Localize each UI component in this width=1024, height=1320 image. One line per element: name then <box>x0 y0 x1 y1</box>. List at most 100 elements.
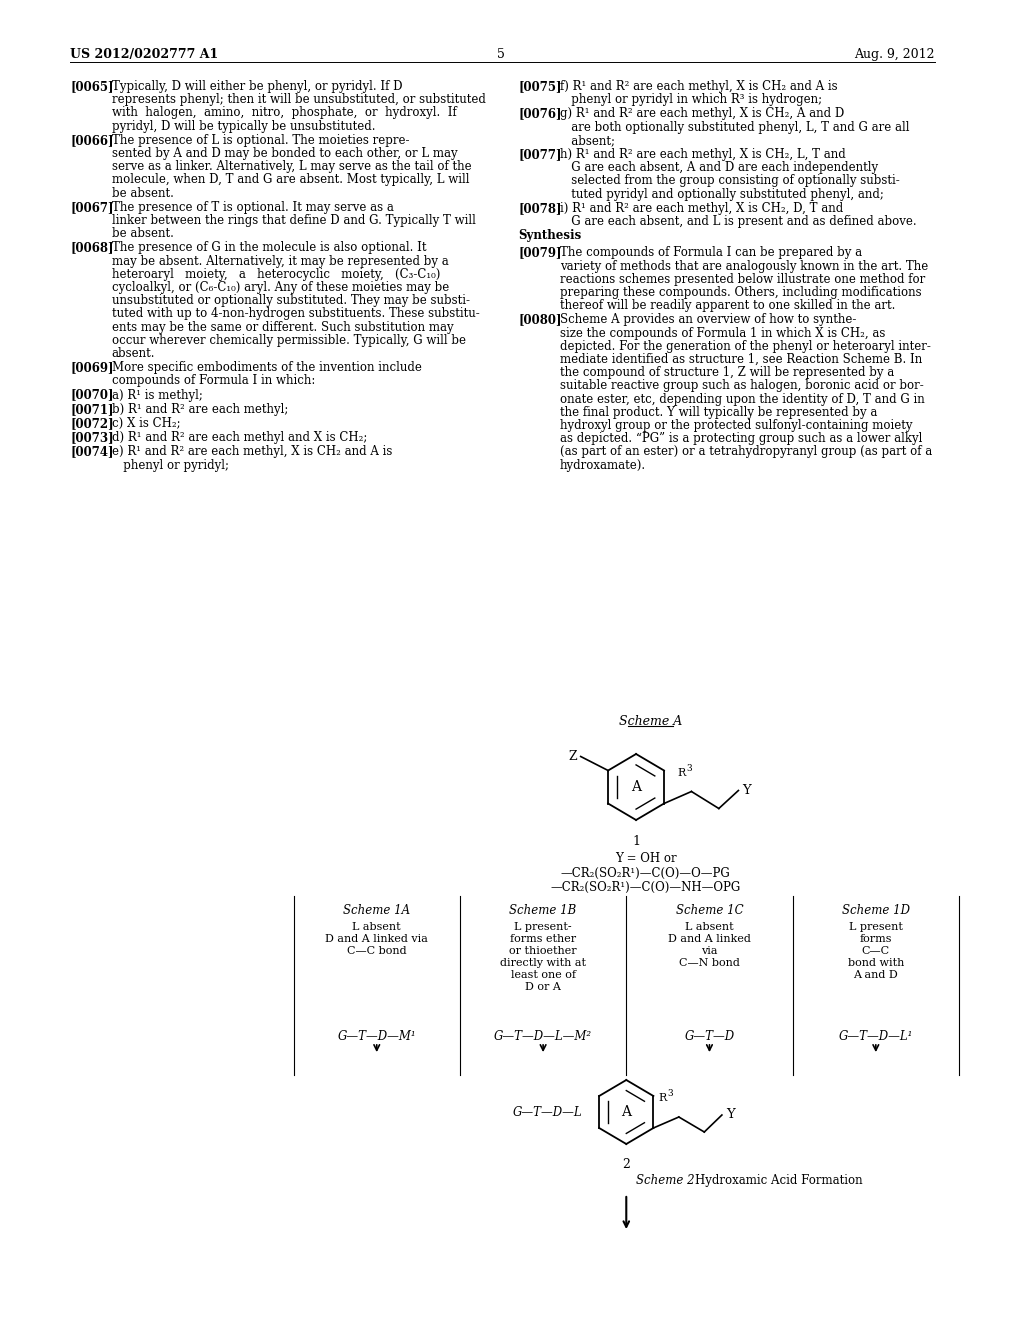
Text: be absent.: be absent. <box>112 227 173 240</box>
Text: bond with: bond with <box>848 958 904 968</box>
Text: A: A <box>631 780 641 795</box>
Text: [0069]: [0069] <box>71 362 114 374</box>
Text: G are each absent, A and D are each independently: G are each absent, A and D are each inde… <box>560 161 878 174</box>
Text: molecule, when D, T and G are absent. Most typically, L will: molecule, when D, T and G are absent. Mo… <box>112 173 469 186</box>
Text: a) R¹ is methyl;: a) R¹ is methyl; <box>112 388 203 401</box>
Text: R: R <box>678 767 686 777</box>
Text: tuted pyridyl and optionally substituted phenyl, and;: tuted pyridyl and optionally substituted… <box>560 187 884 201</box>
Text: forms ether: forms ether <box>510 935 577 944</box>
Text: [0078]: [0078] <box>518 202 562 215</box>
Text: L absent: L absent <box>685 921 734 932</box>
Text: b) R¹ and R² are each methyl;: b) R¹ and R² are each methyl; <box>112 403 288 416</box>
Text: or thioether: or thioether <box>509 946 577 956</box>
Text: [0068]: [0068] <box>71 242 114 255</box>
Text: More specific embodiments of the invention include: More specific embodiments of the inventi… <box>112 362 422 374</box>
Text: [0074]: [0074] <box>71 445 114 458</box>
Text: onate ester, etc, depending upon the identity of D, T and G in: onate ester, etc, depending upon the ide… <box>560 392 925 405</box>
Text: absent;: absent; <box>560 133 614 147</box>
Text: The presence of L is optional. The moieties repre-: The presence of L is optional. The moiet… <box>112 133 409 147</box>
Text: via: via <box>701 946 718 956</box>
Text: [0076]: [0076] <box>518 107 562 120</box>
Text: directly with at: directly with at <box>500 958 586 968</box>
Text: D or A: D or A <box>525 982 561 993</box>
Text: compounds of Formula I in which:: compounds of Formula I in which: <box>112 375 315 387</box>
Text: may be absent. Alternatively, it may be represented by a: may be absent. Alternatively, it may be … <box>112 255 449 268</box>
Text: Scheme 1D: Scheme 1D <box>842 904 909 917</box>
Text: h) R¹ and R² are each methyl, X is CH₂, L, T and: h) R¹ and R² are each methyl, X is CH₂, … <box>560 148 846 161</box>
Text: i) R¹ and R² are each methyl, X is CH₂, D, T and: i) R¹ and R² are each methyl, X is CH₂, … <box>560 202 843 215</box>
Text: [0073]: [0073] <box>71 432 114 445</box>
Text: The presence of G in the molecule is also optional. It: The presence of G in the molecule is als… <box>112 242 426 255</box>
Text: R: R <box>658 1093 667 1104</box>
Text: c) X is CH₂;: c) X is CH₂; <box>112 417 180 430</box>
Text: L absent: L absent <box>352 921 401 932</box>
Text: phenyl or pyridyl in which R³ is hydrogen;: phenyl or pyridyl in which R³ is hydroge… <box>560 94 822 106</box>
Text: g) R¹ and R² are each methyl, X is CH₂, A and D: g) R¹ and R² are each methyl, X is CH₂, … <box>560 107 844 120</box>
Text: Aug. 9, 2012: Aug. 9, 2012 <box>854 48 935 61</box>
Text: [0072]: [0072] <box>71 417 114 430</box>
Text: 3: 3 <box>667 1089 673 1097</box>
Text: 2: 2 <box>623 1158 630 1171</box>
Text: [0079]: [0079] <box>518 247 562 260</box>
Text: [0070]: [0070] <box>71 388 114 401</box>
Text: forms: forms <box>859 935 892 944</box>
Text: serve as a linker. Alternatively, L may serve as the tail of the: serve as a linker. Alternatively, L may … <box>112 160 471 173</box>
Text: —CR₂(SO₂R¹)—C(O)—O—PG: —CR₂(SO₂R¹)—C(O)—O—PG <box>561 867 731 880</box>
Text: Hydroxamic Acid Formation: Hydroxamic Acid Formation <box>694 1173 862 1187</box>
Text: G—T—D—L—M²: G—T—D—L—M² <box>494 1030 592 1043</box>
Text: Scheme 1B: Scheme 1B <box>510 904 577 917</box>
Text: absent.: absent. <box>112 347 155 360</box>
Text: Scheme 1C: Scheme 1C <box>676 904 743 917</box>
Text: the compound of structure 1, Z will be represented by a: the compound of structure 1, Z will be r… <box>560 366 894 379</box>
Text: Y: Y <box>726 1109 734 1122</box>
Text: with  halogen,  amino,  nitro,  phosphate,  or  hydroxyl.  If: with halogen, amino, nitro, phosphate, o… <box>112 107 457 119</box>
Text: 3: 3 <box>686 764 692 774</box>
Text: Synthesis: Synthesis <box>518 230 582 242</box>
Text: the final product. Y will typically be represented by a: the final product. Y will typically be r… <box>560 405 878 418</box>
Text: selected from the group consisting of optionally substi-: selected from the group consisting of op… <box>560 174 899 187</box>
Text: Scheme A: Scheme A <box>620 715 682 729</box>
Text: [0066]: [0066] <box>71 133 114 147</box>
Text: phenyl or pyridyl;: phenyl or pyridyl; <box>112 458 228 471</box>
Text: hydroxamate).: hydroxamate). <box>560 458 646 471</box>
Text: [0075]: [0075] <box>518 81 562 92</box>
Text: Scheme A provides an overview of how to synthe-: Scheme A provides an overview of how to … <box>560 313 856 326</box>
Text: G—T—D—L: G—T—D—L <box>513 1106 583 1118</box>
Text: Typically, D will either be phenyl, or pyridyl. If D: Typically, D will either be phenyl, or p… <box>112 81 402 92</box>
Text: C—N bond: C—N bond <box>679 958 740 968</box>
Text: thereof will be readily apparent to one skilled in the art.: thereof will be readily apparent to one … <box>560 300 895 313</box>
Text: G—T—D—L¹: G—T—D—L¹ <box>839 1030 913 1043</box>
Text: sented by A and D may be bonded to each other, or L may: sented by A and D may be bonded to each … <box>112 147 457 160</box>
Text: L present: L present <box>849 921 903 932</box>
Text: 5: 5 <box>497 48 505 61</box>
Text: size the compounds of Formula 1 in which X is CH₂, as: size the compounds of Formula 1 in which… <box>560 326 885 339</box>
Text: D and A linked via: D and A linked via <box>326 935 428 944</box>
Text: Y: Y <box>742 784 751 797</box>
Text: [0077]: [0077] <box>518 148 562 161</box>
Text: e) R¹ and R² are each methyl, X is CH₂ and A is: e) R¹ and R² are each methyl, X is CH₂ a… <box>112 445 392 458</box>
Text: 1: 1 <box>632 836 640 847</box>
Text: suitable reactive group such as halogen, boronic acid or bor-: suitable reactive group such as halogen,… <box>560 379 924 392</box>
Text: Y = OH or: Y = OH or <box>615 851 677 865</box>
Text: occur wherever chemically permissible. Typically, G will be: occur wherever chemically permissible. T… <box>112 334 466 347</box>
Text: C—C: C—C <box>862 946 890 956</box>
Text: [0065]: [0065] <box>71 81 114 92</box>
Text: as depicted. “PG” is a protecting group such as a lower alkyl: as depicted. “PG” is a protecting group … <box>560 432 923 445</box>
Text: G are each absent, and L is present and as defined above.: G are each absent, and L is present and … <box>560 215 916 228</box>
Text: —CR₂(SO₂R¹)—C(O)—NH—OPG: —CR₂(SO₂R¹)—C(O)—NH—OPG <box>551 880 741 894</box>
Text: d) R¹ and R² are each methyl and X is CH₂;: d) R¹ and R² are each methyl and X is CH… <box>112 432 367 445</box>
Text: linker between the rings that define D and G. Typically T will: linker between the rings that define D a… <box>112 214 475 227</box>
Text: C—C bond: C—C bond <box>347 946 407 956</box>
Text: G—T—D: G—T—D <box>684 1030 734 1043</box>
Text: The presence of T is optional. It may serve as a: The presence of T is optional. It may se… <box>112 201 393 214</box>
Text: are both optionally substituted phenyl, L, T and G are all: are both optionally substituted phenyl, … <box>560 120 909 133</box>
Text: f) R¹ and R² are each methyl, X is CH₂ and A is: f) R¹ and R² are each methyl, X is CH₂ a… <box>560 81 838 92</box>
Text: [0071]: [0071] <box>71 403 114 416</box>
Text: unsubstituted or optionally substituted. They may be substi-: unsubstituted or optionally substituted.… <box>112 294 470 308</box>
Text: (as part of an ester) or a tetrahydropyranyl group (as part of a: (as part of an ester) or a tetrahydropyr… <box>560 445 932 458</box>
Text: depicted. For the generation of the phenyl or heteroaryl inter-: depicted. For the generation of the phen… <box>560 339 931 352</box>
Text: variety of methods that are analogously known in the art. The: variety of methods that are analogously … <box>560 260 928 273</box>
Text: L present-: L present- <box>514 921 572 932</box>
Text: A: A <box>622 1105 631 1119</box>
Text: Z: Z <box>568 750 578 763</box>
